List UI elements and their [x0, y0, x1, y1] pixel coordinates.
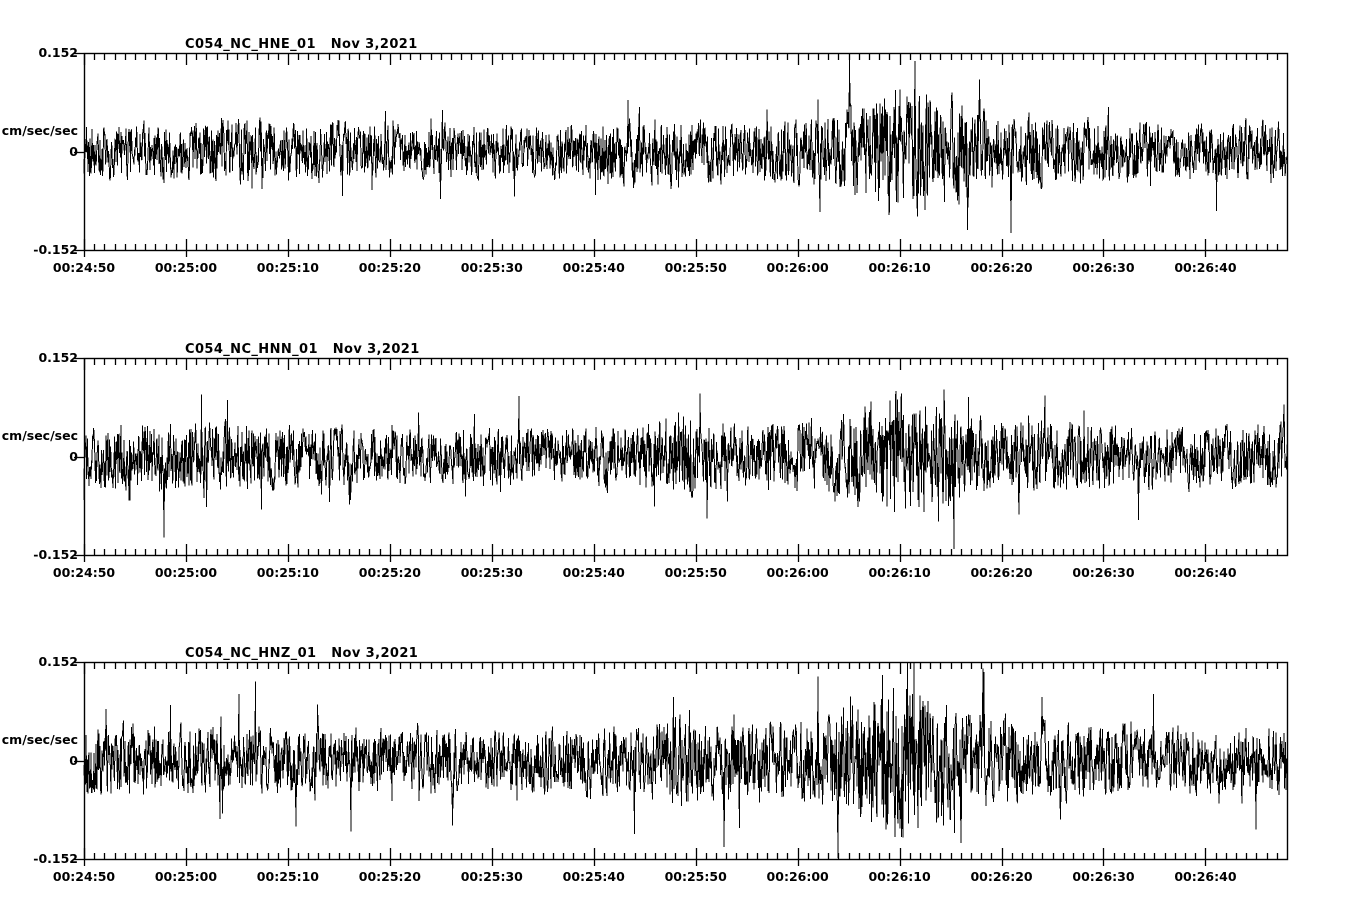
x-tick-label: 00:25:40	[562, 565, 625, 580]
plot-area-hnz	[74, 661, 1289, 866]
x-tick-label: 00:26:20	[970, 565, 1033, 580]
x-tick-label: 00:26:00	[766, 565, 829, 580]
x-tick-label: 00:25:30	[460, 565, 523, 580]
x-tick-label: 00:25:50	[664, 260, 727, 275]
x-tick-label: 00:25:40	[562, 869, 625, 884]
x-tick-label: 00:26:30	[1072, 260, 1135, 275]
y-tick-label: -0.152	[33, 547, 78, 562]
y-tick-label: -0.152	[33, 242, 78, 257]
y-tick-label: 0	[69, 448, 78, 464]
x-tick-label: 00:25:10	[256, 869, 319, 884]
x-tick-label: 00:25:50	[664, 869, 727, 884]
x-tick-label: 00:25:50	[664, 565, 727, 580]
waveform-trace-hne	[83, 59, 1288, 234]
x-tick-label: 00:24:50	[52, 869, 116, 884]
axis-ticks	[74, 661, 1279, 866]
y-axis-unit-label-hne: cm/sec/sec	[1, 122, 78, 138]
y-tick-label: -0.152	[33, 851, 78, 866]
x-tick-label: 00:25:00	[154, 869, 218, 884]
x-tick-label: 00:26:10	[868, 565, 931, 580]
x-tick-label: 00:26:40	[1174, 565, 1237, 580]
x-tick-label: 00:25:30	[460, 869, 523, 884]
x-tick-label: 00:26:00	[766, 260, 829, 275]
axis-ticks	[74, 357, 1279, 562]
y-tick-label: 0	[69, 752, 78, 768]
y-tick-label: 0	[69, 143, 78, 159]
panel-title-hnz: C054_NC_HNZ_01 Nov 3,2021	[185, 646, 419, 661]
y-tick-label: 0.152	[38, 654, 78, 669]
x-tick-label: 00:25:30	[460, 260, 523, 275]
plot-area-hne	[74, 52, 1289, 257]
x-tick-label: 00:26:40	[1174, 869, 1237, 884]
panel-title-hne: C054_NC_HNE_01 Nov 3,2021	[185, 37, 418, 52]
y-tick-label: 0.152	[38, 45, 78, 60]
x-tick-label: 00:25:00	[154, 260, 218, 275]
x-tick-label: 00:25:40	[562, 260, 625, 275]
axis-ticks	[74, 52, 1279, 257]
x-tick-label: 00:26:20	[970, 869, 1033, 884]
x-tick-label: 00:26:00	[766, 869, 829, 884]
y-tick-label: 0.152	[38, 350, 78, 365]
waveform-trace-hnz	[83, 662, 1288, 859]
x-tick-label: 00:24:50	[52, 565, 116, 580]
x-tick-label: 00:25:10	[256, 565, 319, 580]
x-tick-label: 00:25:10	[256, 260, 319, 275]
x-tick-label: 00:26:30	[1072, 869, 1135, 884]
plot-area-hnn	[74, 357, 1289, 562]
x-tick-label: 00:26:10	[868, 260, 931, 275]
x-tick-label: 00:26:10	[868, 869, 931, 884]
x-tick-label: 00:24:50	[52, 260, 116, 275]
x-tick-label: 00:26:40	[1174, 260, 1237, 275]
panel-title-hnn: C054_NC_HNN_01 Nov 3,2021	[185, 342, 420, 357]
x-tick-label: 00:26:20	[970, 260, 1033, 275]
waveform-trace-hnn	[83, 389, 1288, 550]
x-tick-label: 00:26:30	[1072, 565, 1135, 580]
x-tick-label: 00:25:20	[358, 260, 421, 275]
x-tick-label: 00:25:20	[358, 565, 421, 580]
y-axis-unit-label-hnn: cm/sec/sec	[1, 427, 78, 443]
x-tick-label: 00:25:00	[154, 565, 218, 580]
y-axis-unit-label-hnz: cm/sec/sec	[1, 731, 78, 747]
x-tick-label: 00:25:20	[358, 869, 421, 884]
